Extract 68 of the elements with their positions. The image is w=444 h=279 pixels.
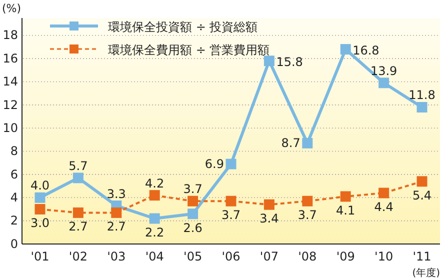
y-tick-label: 0 xyxy=(10,236,18,251)
point xyxy=(72,207,84,218)
y-tick-label: 18 xyxy=(2,28,18,42)
x-tick-label: '03 xyxy=(107,250,126,264)
point xyxy=(188,196,198,206)
y-tick-label: 8 xyxy=(10,144,18,158)
data-label: 4.4 xyxy=(374,200,394,214)
data-label: 3.3 xyxy=(106,186,126,201)
data-label: 4.2 xyxy=(145,176,164,190)
data-label: 11.8 xyxy=(408,88,436,102)
point xyxy=(264,199,274,210)
point xyxy=(72,172,84,184)
data-label: 15.8 xyxy=(276,54,303,69)
y-tick-label: 16 xyxy=(2,51,18,66)
y-tick-label: 6 xyxy=(10,167,18,182)
point xyxy=(226,196,236,206)
data-label: 5.4 xyxy=(412,188,432,202)
point xyxy=(416,102,428,112)
y-tick-label: 14 xyxy=(2,74,18,89)
x-tick-label: '01 xyxy=(30,250,50,264)
data-label: 2.6 xyxy=(183,220,202,235)
x-tick-label: '09 xyxy=(336,250,355,264)
data-label: 2.2 xyxy=(145,226,164,240)
y-tick-label: 12 xyxy=(2,98,18,112)
x-tick-label: '11 xyxy=(412,250,432,264)
x-tick-label: '10 xyxy=(374,250,394,264)
data-label: 4.1 xyxy=(336,203,356,218)
point xyxy=(149,190,160,201)
x-tick-label: '05 xyxy=(184,250,202,264)
data-label: 2.7 xyxy=(68,220,88,234)
point xyxy=(340,44,351,55)
x-tick-label: '06 xyxy=(222,250,240,264)
data-label: 4.0 xyxy=(30,178,50,193)
data-label: 5.7 xyxy=(68,158,88,173)
point xyxy=(226,158,236,170)
point xyxy=(302,138,313,148)
data-label: 3.7 xyxy=(298,208,317,222)
y-tick-label: 10 xyxy=(2,120,18,135)
y-tick-label: 4 xyxy=(10,190,18,204)
point xyxy=(378,78,390,88)
y-axis-title: (%) xyxy=(2,2,22,15)
x-tick-label: '08 xyxy=(298,250,317,264)
x-tick-label: '04 xyxy=(145,250,164,264)
point xyxy=(264,56,274,66)
data-label: 13.9 xyxy=(370,64,398,78)
data-label: 3.7 xyxy=(183,182,202,196)
data-label: 16.8 xyxy=(352,43,380,58)
point xyxy=(149,213,160,224)
data-label: 3.0 xyxy=(30,216,50,230)
point xyxy=(340,191,351,202)
data-label: 6.9 xyxy=(204,157,224,172)
x-axis-title: (年度) xyxy=(412,267,440,279)
x-tick-label: '02 xyxy=(68,250,88,264)
data-label: 8.7 xyxy=(281,136,300,150)
point xyxy=(34,204,46,214)
point xyxy=(302,196,313,206)
legend-label: 環境保全投資額 ÷ 投資総額 xyxy=(108,20,258,34)
point xyxy=(416,176,428,187)
legend-label: 環境保全費用額 ÷ 営業費用額 xyxy=(108,43,270,57)
y-tick-label: 2 xyxy=(10,214,18,228)
point xyxy=(378,188,390,198)
x-tick-label: '07 xyxy=(260,250,278,264)
data-label: 3.7 xyxy=(221,208,241,222)
point xyxy=(111,207,122,218)
data-label: 2.7 xyxy=(106,220,126,234)
point xyxy=(34,192,46,203)
point xyxy=(188,208,198,220)
data-label: 3.4 xyxy=(260,212,279,226)
